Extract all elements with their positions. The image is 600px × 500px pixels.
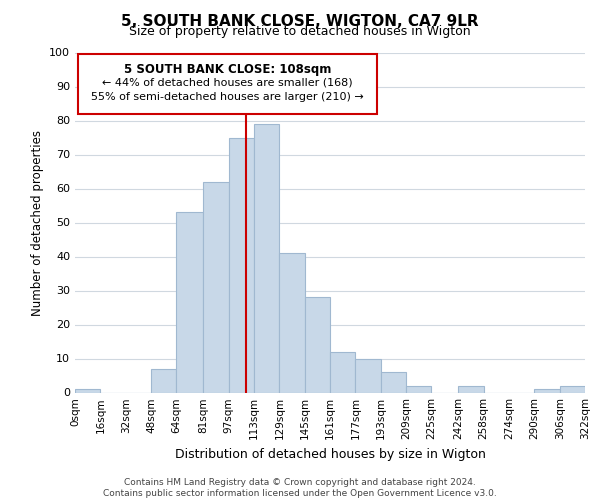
Bar bbox=[254, 124, 280, 392]
Bar bbox=[406, 386, 431, 392]
FancyBboxPatch shape bbox=[77, 54, 377, 114]
Text: 55% of semi-detached houses are larger (210) →: 55% of semi-detached houses are larger (… bbox=[91, 92, 364, 102]
Text: 5, SOUTH BANK CLOSE, WIGTON, CA7 9LR: 5, SOUTH BANK CLOSE, WIGTON, CA7 9LR bbox=[121, 14, 479, 29]
Text: ← 44% of detached houses are smaller (168): ← 44% of detached houses are smaller (16… bbox=[102, 78, 353, 88]
Bar bbox=[560, 386, 585, 392]
Bar bbox=[355, 358, 380, 392]
Bar bbox=[535, 389, 560, 392]
Bar bbox=[305, 298, 330, 392]
X-axis label: Distribution of detached houses by size in Wigton: Distribution of detached houses by size … bbox=[175, 448, 485, 461]
Y-axis label: Number of detached properties: Number of detached properties bbox=[31, 130, 44, 316]
Bar bbox=[458, 386, 484, 392]
Bar bbox=[75, 389, 100, 392]
Text: 5 SOUTH BANK CLOSE: 108sqm: 5 SOUTH BANK CLOSE: 108sqm bbox=[124, 62, 331, 76]
Text: Contains HM Land Registry data © Crown copyright and database right 2024.
Contai: Contains HM Land Registry data © Crown c… bbox=[103, 478, 497, 498]
Bar bbox=[203, 182, 229, 392]
Bar bbox=[151, 368, 176, 392]
Bar bbox=[280, 253, 305, 392]
Bar bbox=[229, 138, 254, 392]
Bar bbox=[380, 372, 406, 392]
Bar bbox=[330, 352, 355, 393]
Text: Size of property relative to detached houses in Wigton: Size of property relative to detached ho… bbox=[129, 25, 471, 38]
Bar bbox=[176, 212, 203, 392]
